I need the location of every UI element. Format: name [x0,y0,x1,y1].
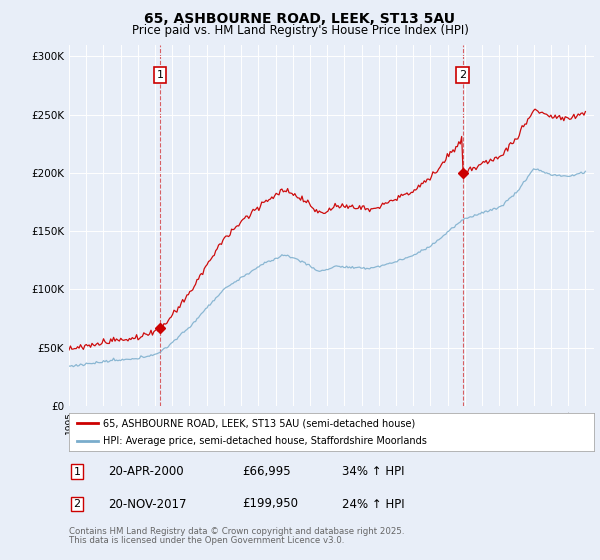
Text: 65, ASHBOURNE ROAD, LEEK, ST13 5AU (semi-detached house): 65, ASHBOURNE ROAD, LEEK, ST13 5AU (semi… [103,418,415,428]
Text: This data is licensed under the Open Government Licence v3.0.: This data is licensed under the Open Gov… [69,536,344,545]
Text: 1: 1 [73,466,80,477]
Text: £199,950: £199,950 [242,497,298,511]
Text: £66,995: £66,995 [242,465,291,478]
Text: 2: 2 [459,70,466,80]
Text: 34% ↑ HPI: 34% ↑ HPI [342,465,404,478]
Text: 20-APR-2000: 20-APR-2000 [109,465,184,478]
Text: 20-NOV-2017: 20-NOV-2017 [109,497,187,511]
Text: 65, ASHBOURNE ROAD, LEEK, ST13 5AU: 65, ASHBOURNE ROAD, LEEK, ST13 5AU [145,12,455,26]
Text: 1: 1 [157,70,164,80]
Text: HPI: Average price, semi-detached house, Staffordshire Moorlands: HPI: Average price, semi-detached house,… [103,436,427,446]
Text: 2: 2 [73,499,80,509]
Text: Contains HM Land Registry data © Crown copyright and database right 2025.: Contains HM Land Registry data © Crown c… [69,528,404,536]
Text: Price paid vs. HM Land Registry's House Price Index (HPI): Price paid vs. HM Land Registry's House … [131,24,469,36]
Text: 24% ↑ HPI: 24% ↑ HPI [342,497,404,511]
